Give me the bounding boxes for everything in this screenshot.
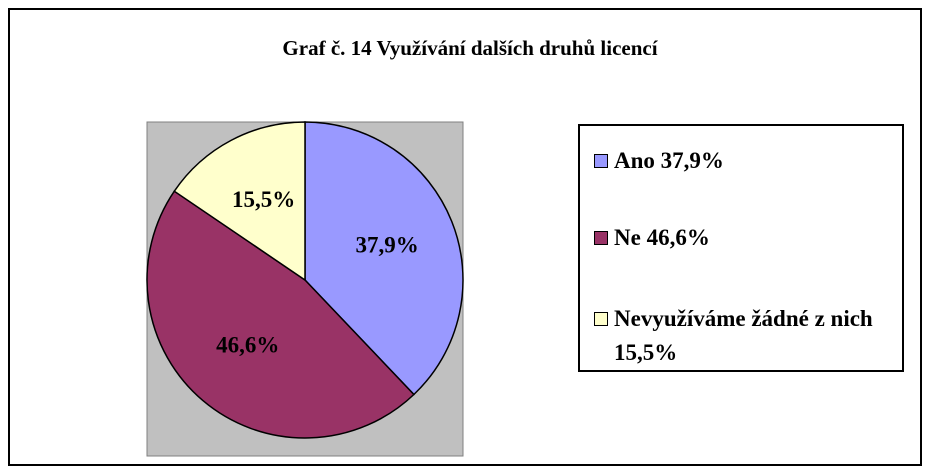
legend-label: Ne 46,6% (614, 225, 710, 250)
data-label: 46,6% (216, 333, 279, 358)
data-label: 37,9% (356, 232, 419, 257)
pie-slice (146, 190, 415, 439)
legend-label: Ano 37,9% (614, 148, 724, 173)
legend-label: Nevyužíváme žádné z nich 15,5% (614, 306, 873, 365)
legend-entry: Nevyužíváme žádné z nich 15,5% (594, 302, 914, 370)
pie-slice (304, 121, 464, 396)
legend-swatch (594, 154, 608, 168)
pie-slice (173, 121, 306, 282)
data-label: 15,5% (232, 187, 295, 212)
legend-entry: Ano 37,9% (594, 144, 914, 178)
legend-swatch (594, 312, 608, 326)
chart-title: Graf č. 14 Využívání dalších druhů licen… (282, 36, 658, 60)
legend-swatch (594, 231, 608, 245)
legend-entry: Ne 46,6% (594, 221, 914, 255)
legend: Ano 37,9% Ne 46,6% Nevyužíváme žádné z nic… (578, 124, 904, 372)
